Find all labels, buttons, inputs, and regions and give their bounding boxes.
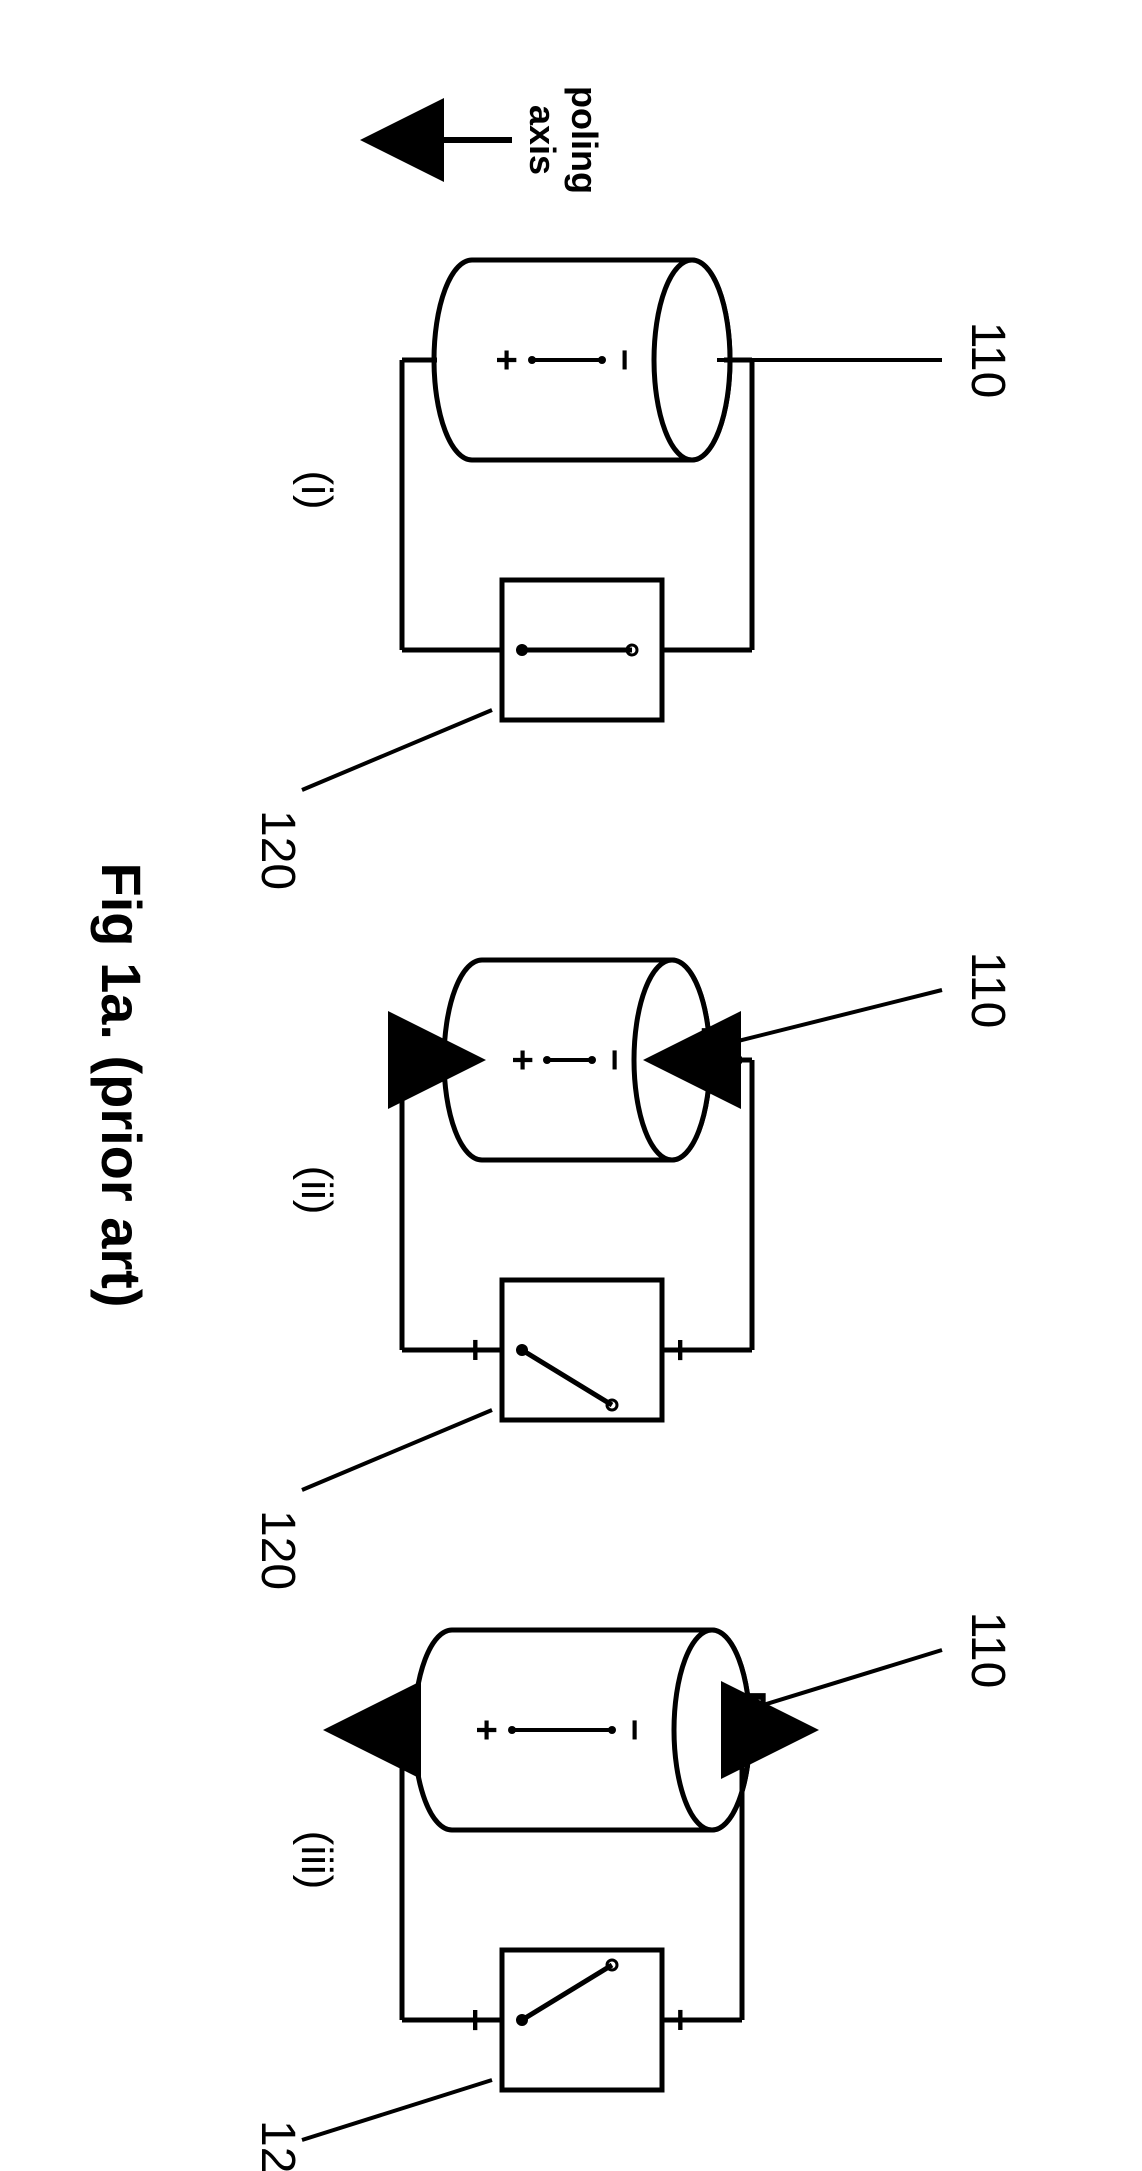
ref-110-i: 110 xyxy=(961,322,1014,399)
leader-120-ii xyxy=(302,1410,492,1490)
panel-label-i: (i) xyxy=(292,470,341,509)
meter-bottom-sign-ii: − xyxy=(453,1338,497,1361)
meter-iii: − + xyxy=(453,1950,702,2090)
figure-svg: Fig 1a. (prior art) poling axis − + xyxy=(0,0,1142,2171)
leader-120-i xyxy=(302,710,492,790)
ref-120-i: 120 xyxy=(251,810,304,890)
leader-120-iii xyxy=(302,2080,492,2140)
leader-110-ii xyxy=(722,990,942,1045)
cylinder-iii: − + xyxy=(414,1630,750,1830)
poling-label-line1: poling xyxy=(564,86,605,194)
dipole-plus-i: + xyxy=(485,349,527,371)
dipole-minus-ii: − xyxy=(593,1049,635,1071)
meter-i xyxy=(502,580,662,720)
meter-ii: + − xyxy=(453,1280,702,1420)
landscape-group: Fig 1a. (prior art) poling axis − + xyxy=(90,86,1014,2171)
panel-iii: − + F 110 − + xyxy=(251,1612,1014,2171)
dipole-plus-iii: + xyxy=(465,1719,507,1741)
meter-top-sign-iii: − xyxy=(658,2008,702,2031)
meter-bottom-sign-iii: + xyxy=(453,2008,497,2031)
meter-top-sign-ii: + xyxy=(658,1338,702,1361)
panel-ii: − + F 110 + − xyxy=(251,952,1014,1590)
cylinder-ii: − + xyxy=(444,960,710,1160)
poling-label-line2: axis xyxy=(522,105,563,175)
panel-label-iii: (iii) xyxy=(292,1831,341,1890)
ref-110-ii: 110 xyxy=(961,952,1014,1029)
dipole-minus-i: − xyxy=(603,349,645,371)
leader-110-iii xyxy=(747,1650,942,1710)
figure-page: Fig 1a. (prior art) poling axis − + xyxy=(0,0,1142,2171)
cylinder-i: − + xyxy=(434,260,730,460)
ref-120-ii: 120 xyxy=(251,1510,304,1590)
figure-caption: Fig 1a. (prior art) xyxy=(90,863,153,1308)
dipole-plus-ii: + xyxy=(501,1049,543,1071)
force-label-ii: F xyxy=(692,1025,744,1053)
panel-label-ii: (ii) xyxy=(292,1166,341,1215)
poling-axis-group: poling axis xyxy=(402,86,605,194)
panel-i: − + 110 xyxy=(251,260,1014,890)
ref-120-iii: 120 xyxy=(251,2120,304,2171)
dipole-minus-iii: − xyxy=(613,1719,655,1741)
ref-110-iii: 110 xyxy=(961,1612,1014,1689)
